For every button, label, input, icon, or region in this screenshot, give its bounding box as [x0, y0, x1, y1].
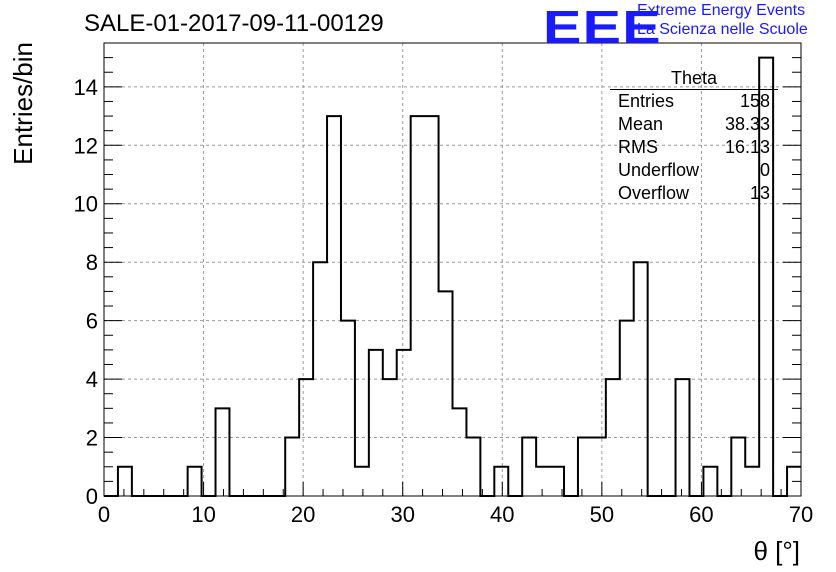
- x-tick-label: 40: [490, 502, 514, 527]
- y-tick-label: 2: [86, 426, 98, 451]
- stats-row-overflow: Overflow 13: [608, 182, 778, 205]
- axes: [103, 42, 802, 497]
- y-tick-label: 0: [86, 484, 98, 509]
- stats-value: 16.13: [724, 137, 770, 157]
- stats-row-mean: Mean 38.33: [608, 113, 778, 136]
- stats-label: Underflow: [618, 160, 700, 180]
- histogram-bin: [285, 438, 299, 496]
- stats-value: 13: [749, 183, 770, 203]
- logo-caption: Extreme Energy Events La Scienza nelle S…: [637, 1, 808, 39]
- y-tick-label: 6: [86, 309, 98, 334]
- stats-label: Entries: [618, 91, 675, 111]
- stats-label: Overflow: [618, 183, 690, 203]
- logo-line-1: Extreme Energy Events: [637, 2, 806, 19]
- x-tick-label: 10: [191, 502, 215, 527]
- eee-logo: EEE: [543, 1, 662, 53]
- stats-row-underflow: Underflow 0: [608, 159, 778, 182]
- histogram-bin: [216, 408, 230, 496]
- x-tick-label: 60: [689, 502, 713, 527]
- x-tick-label: 50: [590, 502, 614, 527]
- x-tick-label: 70: [789, 502, 813, 527]
- stats-label: Mean: [618, 114, 664, 134]
- plot-frame: [103, 42, 802, 497]
- stats-title: Theta: [610, 68, 778, 90]
- histogram-bin: [522, 438, 536, 496]
- histogram-bin: [494, 467, 508, 496]
- histogram-bin: [592, 438, 606, 496]
- x-tick-label: 30: [390, 502, 414, 527]
- stats-row-rms: RMS 16.13: [608, 136, 778, 159]
- histogram-bin: [411, 116, 425, 496]
- x-tick-label: 20: [291, 502, 315, 527]
- histogram-bin: [731, 438, 745, 496]
- y-axis-label: Entries/bin: [8, 42, 38, 165]
- histogram-bin: [439, 291, 453, 496]
- stats-box: Theta Entries 158 Mean 38.33 RMS 16.13 Underfl…: [608, 68, 778, 205]
- tick-marks: [103, 42, 802, 497]
- histogram-bin: [466, 438, 480, 496]
- histogram-bin: [578, 438, 592, 496]
- x-axis-label: θ [°]: [753, 536, 800, 566]
- histogram-bin: [703, 467, 717, 496]
- histogram-bin: [327, 116, 341, 496]
- histogram-bin: [425, 116, 439, 496]
- stats-row-entries: Entries 158: [608, 90, 778, 113]
- histogram-bin: [453, 408, 467, 496]
- x-tick-label: 0: [98, 502, 110, 527]
- y-tick-label: 8: [86, 250, 98, 275]
- histogram-bin: [620, 321, 634, 496]
- histogram-bin: [536, 467, 550, 496]
- y-tick-label: 14: [74, 75, 98, 100]
- histogram-bin: [369, 350, 383, 496]
- histogram-bin: [299, 379, 313, 496]
- chart-title: SALE-01-2017-09-11-00129: [84, 10, 384, 37]
- tick-labels: 0 10 20 30 40 50 60 70 0 2 4 6 8 10 12 14: [74, 75, 814, 527]
- histogram-bin: [606, 379, 620, 496]
- stats-value: 38.33: [724, 114, 770, 134]
- histogram-bin: [341, 321, 355, 496]
- y-tick-label: 12: [74, 133, 98, 158]
- histogram-bin: [745, 467, 759, 496]
- histogram-bin: [188, 467, 202, 496]
- logo-line-2: La Scienza nelle Scuole: [637, 21, 808, 38]
- histogram-bin: [118, 467, 132, 496]
- stats-label: RMS: [618, 137, 658, 157]
- stats-value: 0: [759, 160, 770, 180]
- y-tick-label: 10: [74, 192, 98, 217]
- stats-value: 158: [739, 91, 770, 111]
- y-tick-label: 4: [86, 367, 98, 392]
- histogram-bin: [397, 350, 411, 496]
- histogram-bin: [355, 467, 369, 496]
